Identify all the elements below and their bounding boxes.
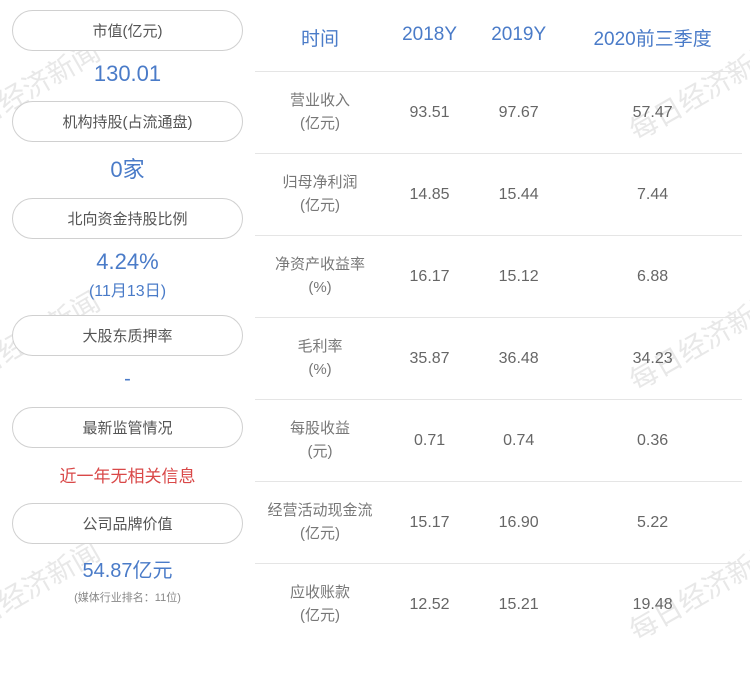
- col-header-2020q3: 2020前三季度: [563, 10, 742, 72]
- table-cell: 19.48: [563, 564, 742, 646]
- table-cell: 97.67: [474, 72, 563, 154]
- metric-label-regulatory: 最新监管情况: [12, 407, 243, 448]
- metric-label-northbound: 北向资金持股比例: [12, 198, 243, 239]
- table-cell: 93.51: [385, 72, 474, 154]
- metric-label-pledge: 大股东质押率: [12, 315, 243, 356]
- table-cell: 5.22: [563, 482, 742, 564]
- table-row: 应收账款(亿元)12.5215.2119.48: [255, 564, 742, 646]
- table-cell: 15.21: [474, 564, 563, 646]
- table-cell: 15.12: [474, 236, 563, 318]
- metric-value-brand: 54.87亿元: [12, 550, 243, 585]
- table-cell: 7.44: [563, 154, 742, 236]
- table-row: 营业收入(亿元)93.5197.6757.47: [255, 72, 742, 154]
- table-row: 净资产收益率(%)16.1715.126.88: [255, 236, 742, 318]
- table-cell: 0.36: [563, 400, 742, 482]
- table-cell: 34.23: [563, 318, 742, 400]
- row-label: 每股收益(元): [255, 400, 385, 482]
- table-cell: 57.47: [563, 72, 742, 154]
- row-label: 应收账款(亿元): [255, 564, 385, 646]
- table-cell: 36.48: [474, 318, 563, 400]
- metric-value-regulatory: 近一年无相关信息: [12, 454, 243, 497]
- table-row: 归母净利润(亿元)14.8515.447.44: [255, 154, 742, 236]
- table-cell: 14.85: [385, 154, 474, 236]
- metric-label-brand: 公司品牌价值: [12, 503, 243, 544]
- table-cell: 16.17: [385, 236, 474, 318]
- table-row: 经营活动现金流(亿元)15.1716.905.22: [255, 482, 742, 564]
- table-row: 毛利率(%)35.8736.4834.23: [255, 318, 742, 400]
- financials-table: 时间 2018Y 2019Y 2020前三季度 营业收入(亿元)93.5197.…: [255, 10, 742, 645]
- row-label: 经营活动现金流(亿元): [255, 482, 385, 564]
- metric-value-institutional: 0家: [12, 148, 243, 192]
- row-label: 归母净利润(亿元): [255, 154, 385, 236]
- col-header-2019: 2019Y: [474, 10, 563, 72]
- table-cell: 35.87: [385, 318, 474, 400]
- col-header-time: 时间: [255, 10, 385, 72]
- metric-sub-northbound: (11月13日): [12, 277, 243, 309]
- table-cell: 16.90: [474, 482, 563, 564]
- row-label: 营业收入(亿元): [255, 72, 385, 154]
- table-header-row: 时间 2018Y 2019Y 2020前三季度: [255, 10, 742, 72]
- financials-panel: 时间 2018Y 2019Y 2020前三季度 营业收入(亿元)93.5197.…: [255, 0, 750, 678]
- metrics-panel: 市值(亿元) 130.01 机构持股(占流通盘) 0家 北向资金持股比例 4.2…: [0, 0, 255, 678]
- table-cell: 15.17: [385, 482, 474, 564]
- table-cell: 12.52: [385, 564, 474, 646]
- table-row: 每股收益(元)0.710.740.36: [255, 400, 742, 482]
- metric-label-institutional: 机构持股(占流通盘): [12, 101, 243, 142]
- table-cell: 0.71: [385, 400, 474, 482]
- metric-value-pledge: -: [12, 362, 243, 401]
- metric-value-marketcap: 130.01: [12, 57, 243, 95]
- col-header-2018: 2018Y: [385, 10, 474, 72]
- table-cell: 6.88: [563, 236, 742, 318]
- row-label: 净资产收益率(%): [255, 236, 385, 318]
- row-label: 毛利率(%): [255, 318, 385, 400]
- table-cell: 0.74: [474, 400, 563, 482]
- table-cell: 15.44: [474, 154, 563, 236]
- metric-label-marketcap: 市值(亿元): [12, 10, 243, 51]
- metric-value-northbound: 4.24%: [12, 245, 243, 275]
- metric-foot-brand: (媒体行业排名：11位): [12, 589, 243, 605]
